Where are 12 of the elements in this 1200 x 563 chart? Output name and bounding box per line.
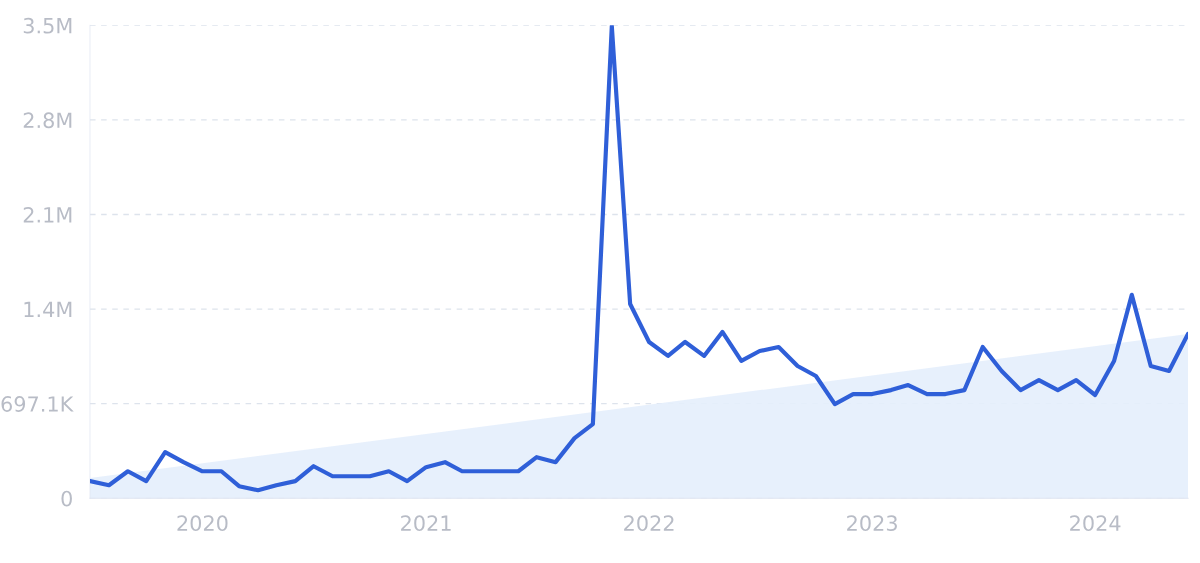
- y-tick-label: 0: [61, 490, 72, 507]
- x-tick-label: 2023: [847, 515, 897, 532]
- x-tick-label: 2021: [401, 515, 451, 532]
- y-tick-label: 2.8M: [23, 112, 72, 129]
- y-tick-label: 697.1K: [1, 396, 74, 412]
- y-tick-label: 2.1M: [23, 206, 72, 223]
- line-series: [90, 25, 1188, 493]
- x-tick-label: 2024: [1070, 515, 1121, 532]
- y-tick-label: 3.5M: [23, 17, 72, 34]
- x-tick-label: 2022: [624, 515, 674, 532]
- y-tick-label: 1.4M: [24, 301, 72, 317]
- x-tick-label: 2020: [177, 515, 228, 532]
